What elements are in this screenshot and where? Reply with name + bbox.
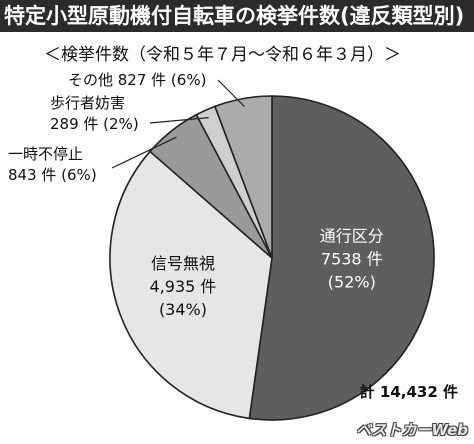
- label-signal-ignoring-line-2: 4,935 件: [150, 277, 217, 296]
- watermark-logo: ベストカーWeb: [356, 421, 468, 439]
- label-traffic-division-line-2: 7538 件: [321, 250, 383, 269]
- slice-other: [213, 95, 273, 259]
- leader-line-pedestrian-obstruction: [149, 117, 209, 124]
- label-traffic-division-line-3: (52%): [328, 273, 376, 292]
- leader-line-no-stop: [111, 136, 177, 169]
- slice-signal-ignoring: [109, 150, 273, 420]
- chart-title: 特定小型原動機付自転車の検挙件数(違反類型別): [0, 0, 474, 32]
- slice-traffic-division: [248, 95, 435, 421]
- label-other-line-1: その他 827 件 (6%): [68, 71, 206, 89]
- total-label: 計 14,432 件: [360, 383, 458, 401]
- label-pedestrian-obstruction-line-2: 289 件 (2%): [50, 115, 139, 133]
- label-no-stop-line-2: 843 件 (6%): [8, 166, 97, 184]
- label-signal-ignoring-line-3: (34%): [159, 300, 207, 319]
- label-no-stop-line-1: 一時不停止: [8, 145, 83, 163]
- label-signal-ignoring-line-1: 信号無視: [151, 254, 215, 273]
- leader-line-other: [217, 79, 245, 107]
- label-pedestrian-obstruction-line-1: 歩行者妨害: [50, 94, 125, 112]
- label-traffic-division-line-1: 通行区分: [320, 227, 384, 246]
- chart-subtitle: ＜検挙件数（令和５年７月〜令和６年３月）＞: [44, 45, 401, 65]
